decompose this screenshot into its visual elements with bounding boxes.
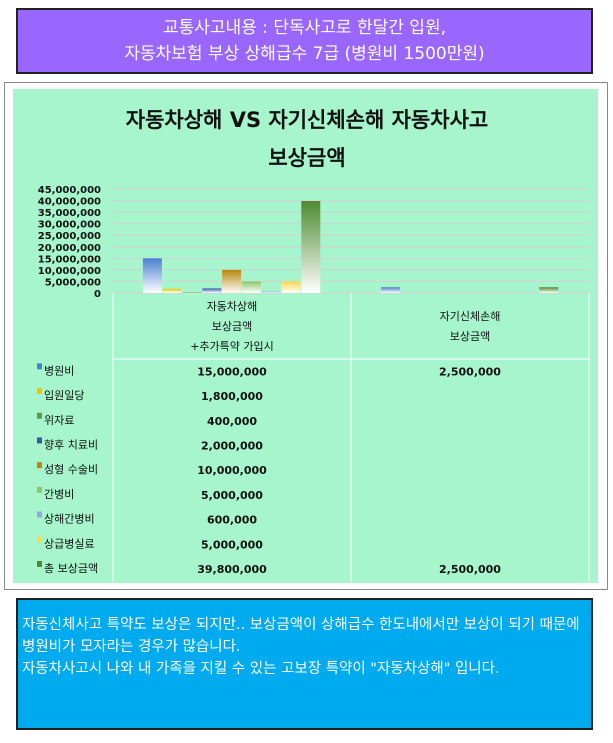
chart-title-line-2: 보상금액: [268, 146, 345, 170]
legend-key: [37, 363, 42, 370]
chart-svg: 자동차상해 VS 자기신체손해 자동차사고보상금액05,000,00010,00…: [37, 108, 590, 582]
legend-key: [37, 511, 42, 518]
footer-note: 자동신체사고 특약도 보상은 되지만.. 보상금액이 상해급수 한도내에서만 보…: [16, 598, 593, 730]
legend-label: 입원일당: [44, 388, 84, 402]
data-label: 2,500,000: [439, 365, 501, 378]
legend-label: 위자료: [44, 414, 74, 427]
data-label: 2,500,000: [439, 563, 501, 576]
bar: [202, 288, 222, 293]
y-tick-label: 20,000,000: [38, 243, 101, 254]
data-label: 400,000: [207, 415, 257, 428]
legend-key: [37, 462, 42, 469]
header-banner: 교통사고내용 : 단독사고로 한달간 입원, 자동차보험 부상 상해급수 7급 …: [16, 8, 593, 74]
legend-label: 성형 수술비: [44, 463, 98, 476]
y-tick-label: 40,000,000: [38, 197, 101, 208]
legend-key: [37, 388, 42, 395]
bar: [142, 258, 162, 293]
y-tick-label: 30,000,000: [38, 220, 101, 231]
bar: [261, 291, 281, 293]
category-label: +추가특약 가입시: [190, 339, 274, 353]
banner-line-1: 교통사고내용 : 단독사고로 한달간 입원,: [163, 18, 446, 38]
y-tick-label: 35,000,000: [38, 208, 101, 219]
data-label: 2,000,000: [201, 439, 263, 452]
bar: [539, 287, 559, 293]
chart-title-line-1: 자동차상해 VS 자기신체손해 자동차사고: [126, 108, 488, 132]
data-label: 10,000,000: [197, 464, 267, 477]
category-label: 자기신체손해: [440, 309, 501, 323]
bar: [182, 292, 202, 294]
footer-line-2: 자동차사고시 나와 내 가족을 지킬 수 있는 고보장 특약이 "자동차상해" …: [22, 661, 500, 677]
category-label: 보상금액: [450, 330, 490, 343]
y-tick-label: 15,000,000: [38, 254, 101, 265]
banner-line-2: 자동차보험 부상 상해급수 7급 (병원비 1500만원): [124, 44, 485, 64]
legend-key: [37, 412, 42, 419]
category-label: 보상금액: [212, 320, 252, 333]
data-label: 1,800,000: [201, 390, 263, 403]
chart-area: [13, 89, 598, 583]
y-tick-label: 45,000,000: [38, 185, 101, 196]
y-tick-label: 10,000,000: [38, 266, 101, 277]
legend-label: 상급병실료: [44, 537, 95, 550]
data-label: 5,000,000: [201, 489, 263, 502]
bar: [222, 269, 242, 293]
legend-key: [37, 536, 42, 543]
legend-key: [37, 560, 42, 567]
y-tick-label: 0: [94, 289, 101, 300]
bar: [241, 281, 261, 293]
legend-key: [37, 437, 42, 444]
data-label: 39,800,000: [197, 563, 267, 576]
y-tick-label: 5,000,000: [45, 277, 101, 288]
data-label: 5,000,000: [201, 538, 263, 551]
data-label: 15,000,000: [197, 365, 267, 378]
legend-key: [37, 486, 42, 493]
legend-label: 간병비: [44, 488, 74, 501]
data-label: 600,000: [207, 514, 257, 527]
bar: [380, 287, 400, 293]
legend-label: 병원비: [44, 364, 74, 377]
y-tick-label: 25,000,000: [38, 231, 101, 242]
bar: [281, 281, 301, 293]
category-label: 자동차상해: [207, 299, 258, 313]
legend-label: 향후 치료비: [44, 438, 98, 451]
legend-label: 상해간병비: [44, 512, 95, 526]
chart-panel: 자동차상해 VS 자기신체손해 자동차사고 보상금액 0 5,000,000 10,00…: [4, 82, 608, 590]
footer-line-1: 자동신체사고 특약도 보상은 되지만.. 보상금액이 상해급수 한도내에서만 보…: [22, 617, 580, 655]
legend-label: 총 보상금액: [44, 562, 98, 575]
bar: [162, 288, 182, 293]
bar: [301, 201, 321, 293]
